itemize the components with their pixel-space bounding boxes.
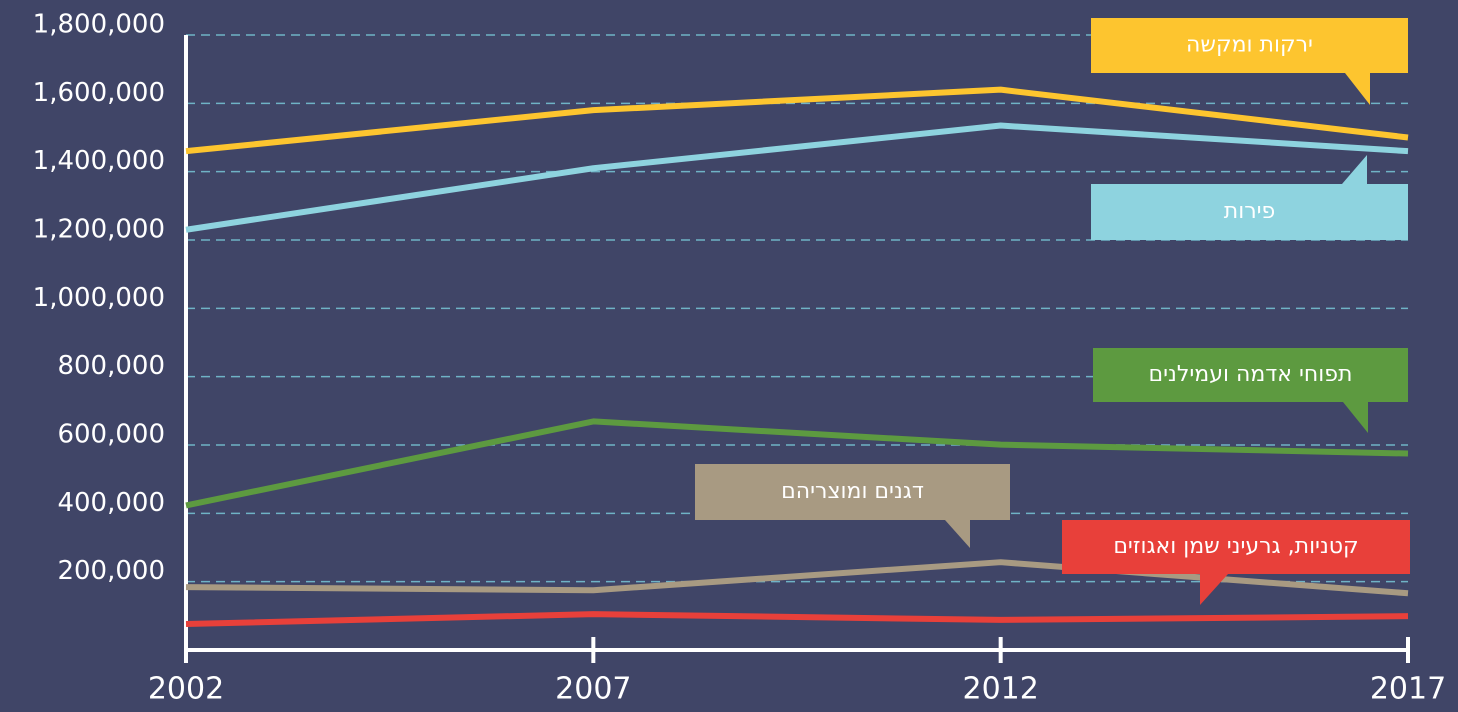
callout-box xyxy=(695,464,1010,520)
legend-callout: תפוחי אדמה ועמילנים xyxy=(1093,348,1408,433)
callout-tail xyxy=(1200,574,1228,605)
callout-box xyxy=(1093,348,1408,402)
legend-callout: קטניות, גרעיני שמן ואגוזים xyxy=(1062,520,1410,605)
x-tick-label: 2007 xyxy=(555,672,631,707)
y-tick-label: 1,600,000 xyxy=(33,78,165,108)
callout-tail xyxy=(1343,402,1368,433)
y-tick-label: 1,800,000 xyxy=(33,10,165,40)
legend-label: קטניות, גרעיני שמן ואגוזים xyxy=(1113,534,1358,559)
series-line xyxy=(185,611,1409,628)
legend-label: תפוחי אדמה ועמילנים xyxy=(1149,362,1353,387)
x-tick-label: 2012 xyxy=(962,672,1038,707)
legend-callout: דגנים ומוצריהם xyxy=(695,464,1010,548)
y-tick-label: 200,000 xyxy=(57,556,165,586)
y-tick-label: 600,000 xyxy=(57,420,165,450)
series-line xyxy=(185,86,1409,155)
callout-tail xyxy=(1342,155,1367,184)
legend-label: ירקות ומקשה xyxy=(1186,33,1313,58)
callout-box xyxy=(1091,184,1408,240)
legend-label: פירות xyxy=(1224,199,1276,224)
x-tick-label: 2002 xyxy=(148,672,224,707)
series-line xyxy=(185,122,1409,233)
y-tick-label: 1,200,000 xyxy=(33,215,165,245)
y-tick-label: 1,000,000 xyxy=(33,283,165,313)
legend-callout: ירקות ומקשה xyxy=(1091,18,1408,105)
y-tick-label: 400,000 xyxy=(57,488,165,518)
callout-tail xyxy=(1345,73,1370,105)
series-line xyxy=(185,418,1409,509)
callout-tail xyxy=(945,520,970,548)
y-tick-label: 800,000 xyxy=(57,351,165,381)
callout-box xyxy=(1062,520,1410,574)
legend-label: דגנים ומוצריהם xyxy=(781,479,924,504)
legend-callout: פירות xyxy=(1091,155,1408,240)
x-tick-label: 2017 xyxy=(1370,672,1446,707)
y-tick-label: 1,400,000 xyxy=(33,146,165,176)
callout-box xyxy=(1091,18,1408,73)
